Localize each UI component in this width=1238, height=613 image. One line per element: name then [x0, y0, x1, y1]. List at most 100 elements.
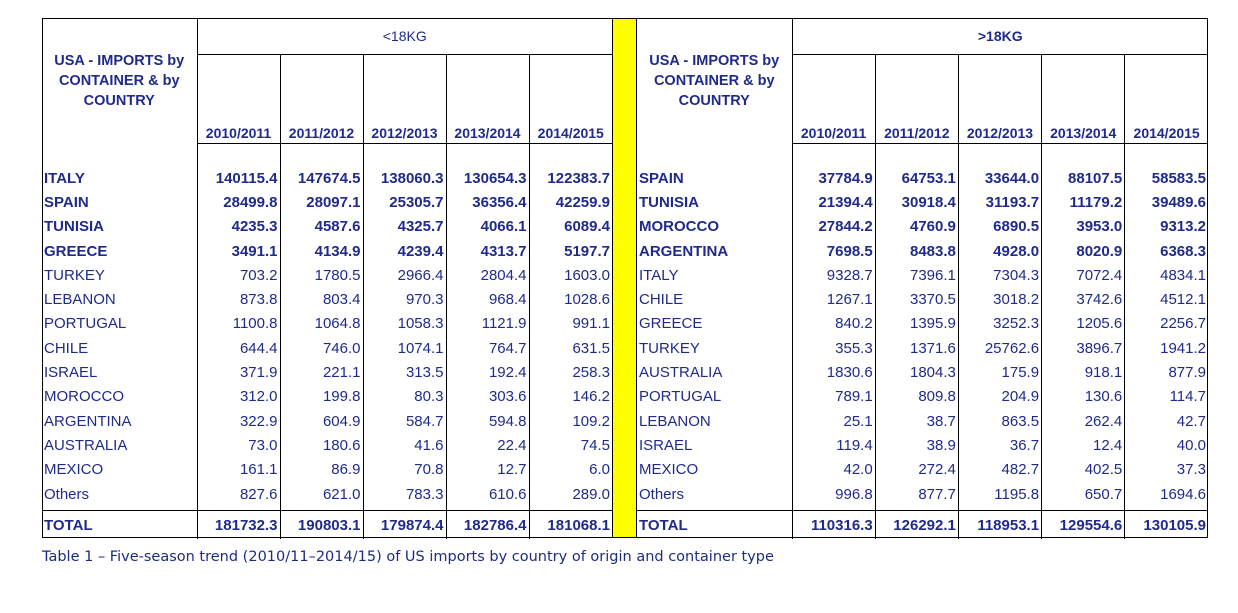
total-value: 181732.3: [196, 510, 280, 540]
value-cell: 33644.0: [957, 166, 1042, 191]
value-cell: 918.1: [1041, 360, 1125, 385]
table-row: ISRAEL 119.4 38.9 36.7 12.4 40.0: [637, 433, 1208, 458]
country-name: ARGENTINA: [639, 242, 729, 260]
country-name: GREECE: [639, 315, 703, 333]
value-cell: 12.4: [1041, 433, 1125, 458]
value-cell: 109.2: [528, 408, 612, 434]
value-cell: 1121.9: [445, 311, 529, 337]
value-cell: 6368.3: [1124, 238, 1208, 264]
value-cell: 968.4: [445, 287, 529, 312]
country-name: AUSTRALIA: [639, 364, 723, 382]
value-cell: 1371.6: [874, 336, 959, 361]
value-cell: 28097.1: [279, 190, 363, 215]
total-value: 181068.1: [528, 510, 612, 540]
value-cell: 4512.1: [1124, 287, 1208, 312]
year-header: 2013/2014: [1041, 54, 1125, 144]
year-header: 2013/2014: [445, 54, 529, 144]
year-header: 2010/2011: [791, 54, 876, 144]
total-value: 179874.4: [362, 510, 446, 540]
value-cell: 6089.4: [528, 214, 612, 239]
value-cell: 28499.8: [196, 190, 280, 215]
year-header: 2014/2015: [1124, 54, 1208, 144]
value-cell: 21394.4: [791, 190, 876, 215]
value-cell: 4928.0: [957, 238, 1042, 264]
value-cell: 1603.0: [528, 263, 612, 288]
value-cell: 594.8: [445, 408, 529, 434]
table-row: MOROCCO 312.0 199.8 80.3 303.6 146.2: [42, 384, 612, 409]
table-over-18kg: USA - IMPORTS by CONTAINER & by COUNTRY …: [637, 18, 1208, 540]
country-name: LEBANON: [44, 291, 116, 309]
value-cell: 4325.7: [362, 214, 446, 239]
value-cell: 130.6: [1041, 384, 1125, 409]
total-label: TOTAL: [42, 510, 197, 540]
country-name: Others: [44, 485, 90, 503]
value-cell: 11179.2: [1041, 190, 1125, 215]
value-cell: 313.5: [362, 360, 446, 385]
value-cell: 4834.1: [1124, 263, 1208, 288]
year-header: 2011/2012: [279, 54, 363, 144]
value-cell: 1100.8: [196, 311, 280, 337]
country-name: ISRAEL: [639, 436, 693, 454]
country-name: MOROCCO: [44, 388, 124, 406]
value-cell: 9328.7: [791, 263, 876, 288]
value-cell: 610.6: [445, 481, 529, 507]
table-row: Others 827.6 621.0 783.3 610.6 289.0: [42, 481, 612, 507]
value-cell: 803.4: [279, 287, 363, 312]
value-cell: 38.7: [874, 408, 959, 434]
total-row: TOTAL 110316.3 126292.1 118953.1 129554.6 130…: [637, 510, 1208, 540]
value-cell: 7072.4: [1041, 263, 1125, 288]
value-cell: 2256.7: [1124, 311, 1208, 337]
table-row: MEXICO 161.1 86.9 70.8 12.7 6.0: [42, 457, 612, 482]
country-name: CHILE: [44, 339, 89, 357]
value-cell: 31193.7: [957, 190, 1042, 215]
value-cell: 262.4: [1041, 408, 1125, 434]
table-row: CHILE 644.4 746.0 1074.1 764.7 631.5: [42, 336, 612, 361]
value-cell: 970.3: [362, 287, 446, 312]
value-cell: 42259.9: [528, 190, 612, 215]
value-cell: 4239.4: [362, 238, 446, 264]
country-name: TUNISIA: [639, 193, 699, 211]
value-cell: 2966.4: [362, 263, 446, 288]
group-label: >18KG: [791, 18, 1208, 55]
country-header: USA - IMPORTS by CONTAINER & by COUNTRY: [649, 52, 780, 109]
value-cell: 764.7: [445, 336, 529, 361]
table-row: ITALY 140115.4 147674.5 138060.3 130654.3 122…: [42, 166, 612, 191]
value-cell: 25762.6: [957, 336, 1042, 361]
value-cell: 4760.9: [874, 214, 959, 239]
total-value: 130105.9: [1124, 510, 1208, 540]
value-cell: 631.5: [528, 336, 612, 361]
table-row: TUNISIA 4235.3 4587.6 4325.7 4066.1 6089.4: [42, 214, 612, 239]
value-cell: 9313.2: [1124, 214, 1208, 239]
value-cell: 42.7: [1124, 408, 1208, 434]
value-cell: 7304.3: [957, 263, 1042, 288]
value-cell: 42.0: [791, 457, 876, 482]
value-cell: 7698.5: [791, 238, 876, 264]
country-name: SPAIN: [639, 169, 684, 187]
value-cell: 3742.6: [1041, 287, 1125, 312]
country-name: TURKEY: [44, 266, 105, 284]
value-cell: 840.2: [791, 311, 876, 337]
value-cell: 1205.6: [1041, 311, 1125, 337]
total-value: 118953.1: [957, 510, 1042, 540]
country-name: LEBANON: [639, 412, 711, 430]
country-name: MOROCCO: [639, 218, 719, 236]
country-name: PORTUGAL: [44, 315, 127, 333]
value-cell: 80.3: [362, 384, 446, 409]
value-cell: 1064.8: [279, 311, 363, 337]
country-name: ITALY: [44, 169, 85, 187]
table-row: TURKEY 355.3 1371.6 25762.6 3896.7 1941.2: [637, 336, 1208, 361]
value-cell: 3018.2: [957, 287, 1042, 312]
value-cell: 877.7: [874, 481, 959, 507]
total-value: 182786.4: [445, 510, 529, 540]
table-row: CHILE 1267.1 3370.5 3018.2 3742.6 4512.1: [637, 287, 1208, 312]
year-header: 2010/2011: [196, 54, 280, 144]
table-row: SPAIN 28499.8 28097.1 25305.7 36356.4 42259.9: [42, 190, 612, 215]
table-row: ARGENTINA 7698.5 8483.8 4928.0 8020.9 6368.3: [637, 238, 1208, 264]
total-value: 110316.3: [791, 510, 876, 540]
value-cell: 37.3: [1124, 457, 1208, 482]
value-cell: 1804.3: [874, 360, 959, 385]
value-cell: 650.7: [1041, 481, 1125, 507]
table-row: Others 996.8 877.7 1195.8 650.7 1694.6: [637, 481, 1208, 507]
value-cell: 4587.6: [279, 214, 363, 239]
value-cell: 873.8: [196, 287, 280, 312]
